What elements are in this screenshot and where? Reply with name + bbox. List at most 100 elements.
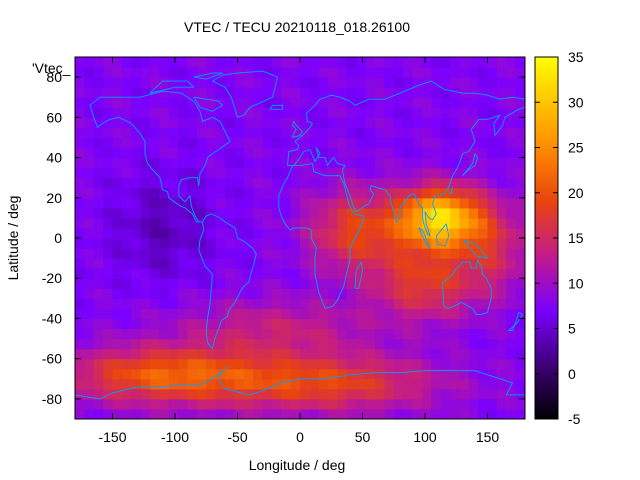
heatmap-cell — [384, 187, 395, 199]
heatmap-cell — [215, 248, 226, 259]
heatmap-cell — [84, 137, 95, 149]
heatmap-cell — [121, 57, 132, 68]
heatmap-cell — [356, 308, 367, 320]
heatmap-cell — [178, 308, 189, 320]
heatmap-cell — [159, 187, 170, 199]
heatmap-cell — [440, 388, 451, 400]
heatmap-cell — [393, 248, 404, 259]
heatmap-cell — [225, 318, 235, 330]
heatmap-cell — [84, 248, 95, 259]
heatmap-cell — [375, 217, 385, 229]
heatmap-cell — [393, 157, 404, 169]
heatmap-cell — [84, 197, 95, 209]
heatmap-cell — [131, 137, 142, 149]
heatmap-cell — [215, 398, 226, 410]
heatmap-cell — [468, 217, 479, 229]
heatmap-cell — [159, 147, 170, 159]
heatmap-cell — [478, 87, 489, 98]
heatmap-cell — [384, 67, 395, 78]
heatmap-cell — [140, 358, 151, 370]
heatmap-cell — [515, 107, 525, 118]
coastline-segment — [193, 96, 223, 112]
heatmap-cell — [196, 348, 207, 360]
heatmap-cell — [121, 67, 132, 78]
heatmap-cell — [478, 137, 489, 149]
heatmap-cell — [384, 87, 395, 98]
heatmap-cell — [478, 227, 489, 239]
heatmap-cell — [496, 408, 507, 419]
heatmap-cell — [506, 408, 517, 419]
heatmap-cell — [290, 278, 301, 289]
heatmap-cell — [168, 388, 179, 400]
heatmap-cell — [384, 348, 395, 360]
heatmap-cell — [309, 258, 320, 269]
heatmap-cell — [84, 368, 95, 380]
heatmap-cell — [234, 67, 245, 78]
heatmap-cell — [337, 147, 348, 159]
heatmap-cell — [103, 358, 114, 370]
heatmap-cell — [159, 227, 170, 239]
heatmap-cell — [234, 338, 245, 350]
heatmap-cell — [431, 127, 442, 139]
heatmap-cell — [515, 87, 525, 98]
heatmap-cell — [75, 368, 85, 380]
heatmap-cell — [121, 328, 132, 340]
heatmap-cell — [328, 398, 339, 410]
heatmap-cell — [281, 348, 292, 360]
heatmap-cell — [140, 348, 151, 360]
heatmap-cell — [131, 207, 142, 219]
heatmap-cell — [365, 388, 376, 400]
heatmap-cell — [262, 127, 273, 139]
heatmap-cell — [421, 238, 432, 249]
heatmap-cell — [187, 268, 198, 279]
heatmap-cell — [121, 308, 132, 320]
heatmap-cell — [318, 67, 329, 78]
heatmap-cell — [168, 328, 179, 340]
heatmap-cell — [459, 398, 470, 410]
heatmap-cell — [318, 117, 329, 128]
heatmap-cell — [450, 177, 460, 189]
heatmap-cell — [365, 107, 376, 118]
heatmap-cell — [356, 338, 367, 350]
heatmap-cell — [375, 298, 385, 309]
heatmap-cell — [506, 278, 517, 289]
heatmap-cell — [506, 318, 517, 330]
heatmap-cell — [365, 97, 376, 108]
heatmap-cell — [271, 258, 282, 269]
heatmap-cell — [431, 67, 442, 78]
heatmap-cell — [393, 137, 404, 149]
heatmap-cell — [459, 87, 470, 98]
heatmap-cell — [121, 227, 132, 239]
heatmap-cell — [346, 268, 357, 279]
heatmap-cell — [131, 388, 142, 400]
heatmap-cell — [225, 328, 235, 340]
heatmap-cell — [318, 207, 329, 219]
heatmap-cell — [318, 388, 329, 400]
y-tick-label: 0 — [54, 230, 62, 246]
heatmap-cell — [365, 207, 376, 219]
heatmap-cell — [487, 207, 498, 219]
heatmap-cell — [393, 57, 404, 68]
heatmap-cell — [450, 388, 460, 400]
heatmap-cell — [253, 348, 264, 360]
heatmap-cell — [187, 288, 198, 299]
heatmap-cell — [262, 197, 273, 209]
heatmap-cell — [234, 87, 245, 98]
heatmap-cell — [412, 368, 423, 380]
heatmap-cell — [121, 177, 132, 189]
heatmap-cell — [215, 298, 226, 309]
heatmap-cell — [393, 97, 404, 108]
heatmap-cell — [375, 238, 385, 249]
heatmap-cell — [225, 137, 235, 149]
heatmap-cell — [140, 57, 151, 68]
heatmap-cell — [309, 197, 320, 209]
heatmap-cell — [159, 97, 170, 108]
heatmap-cell — [121, 278, 132, 289]
heatmap-cell — [487, 127, 498, 139]
heatmap-cell — [131, 77, 142, 88]
colorbar-tick-label: 5 — [568, 321, 576, 337]
heatmap-cell — [75, 358, 85, 370]
heatmap-cell — [300, 268, 310, 279]
heatmap-cell — [309, 57, 320, 68]
